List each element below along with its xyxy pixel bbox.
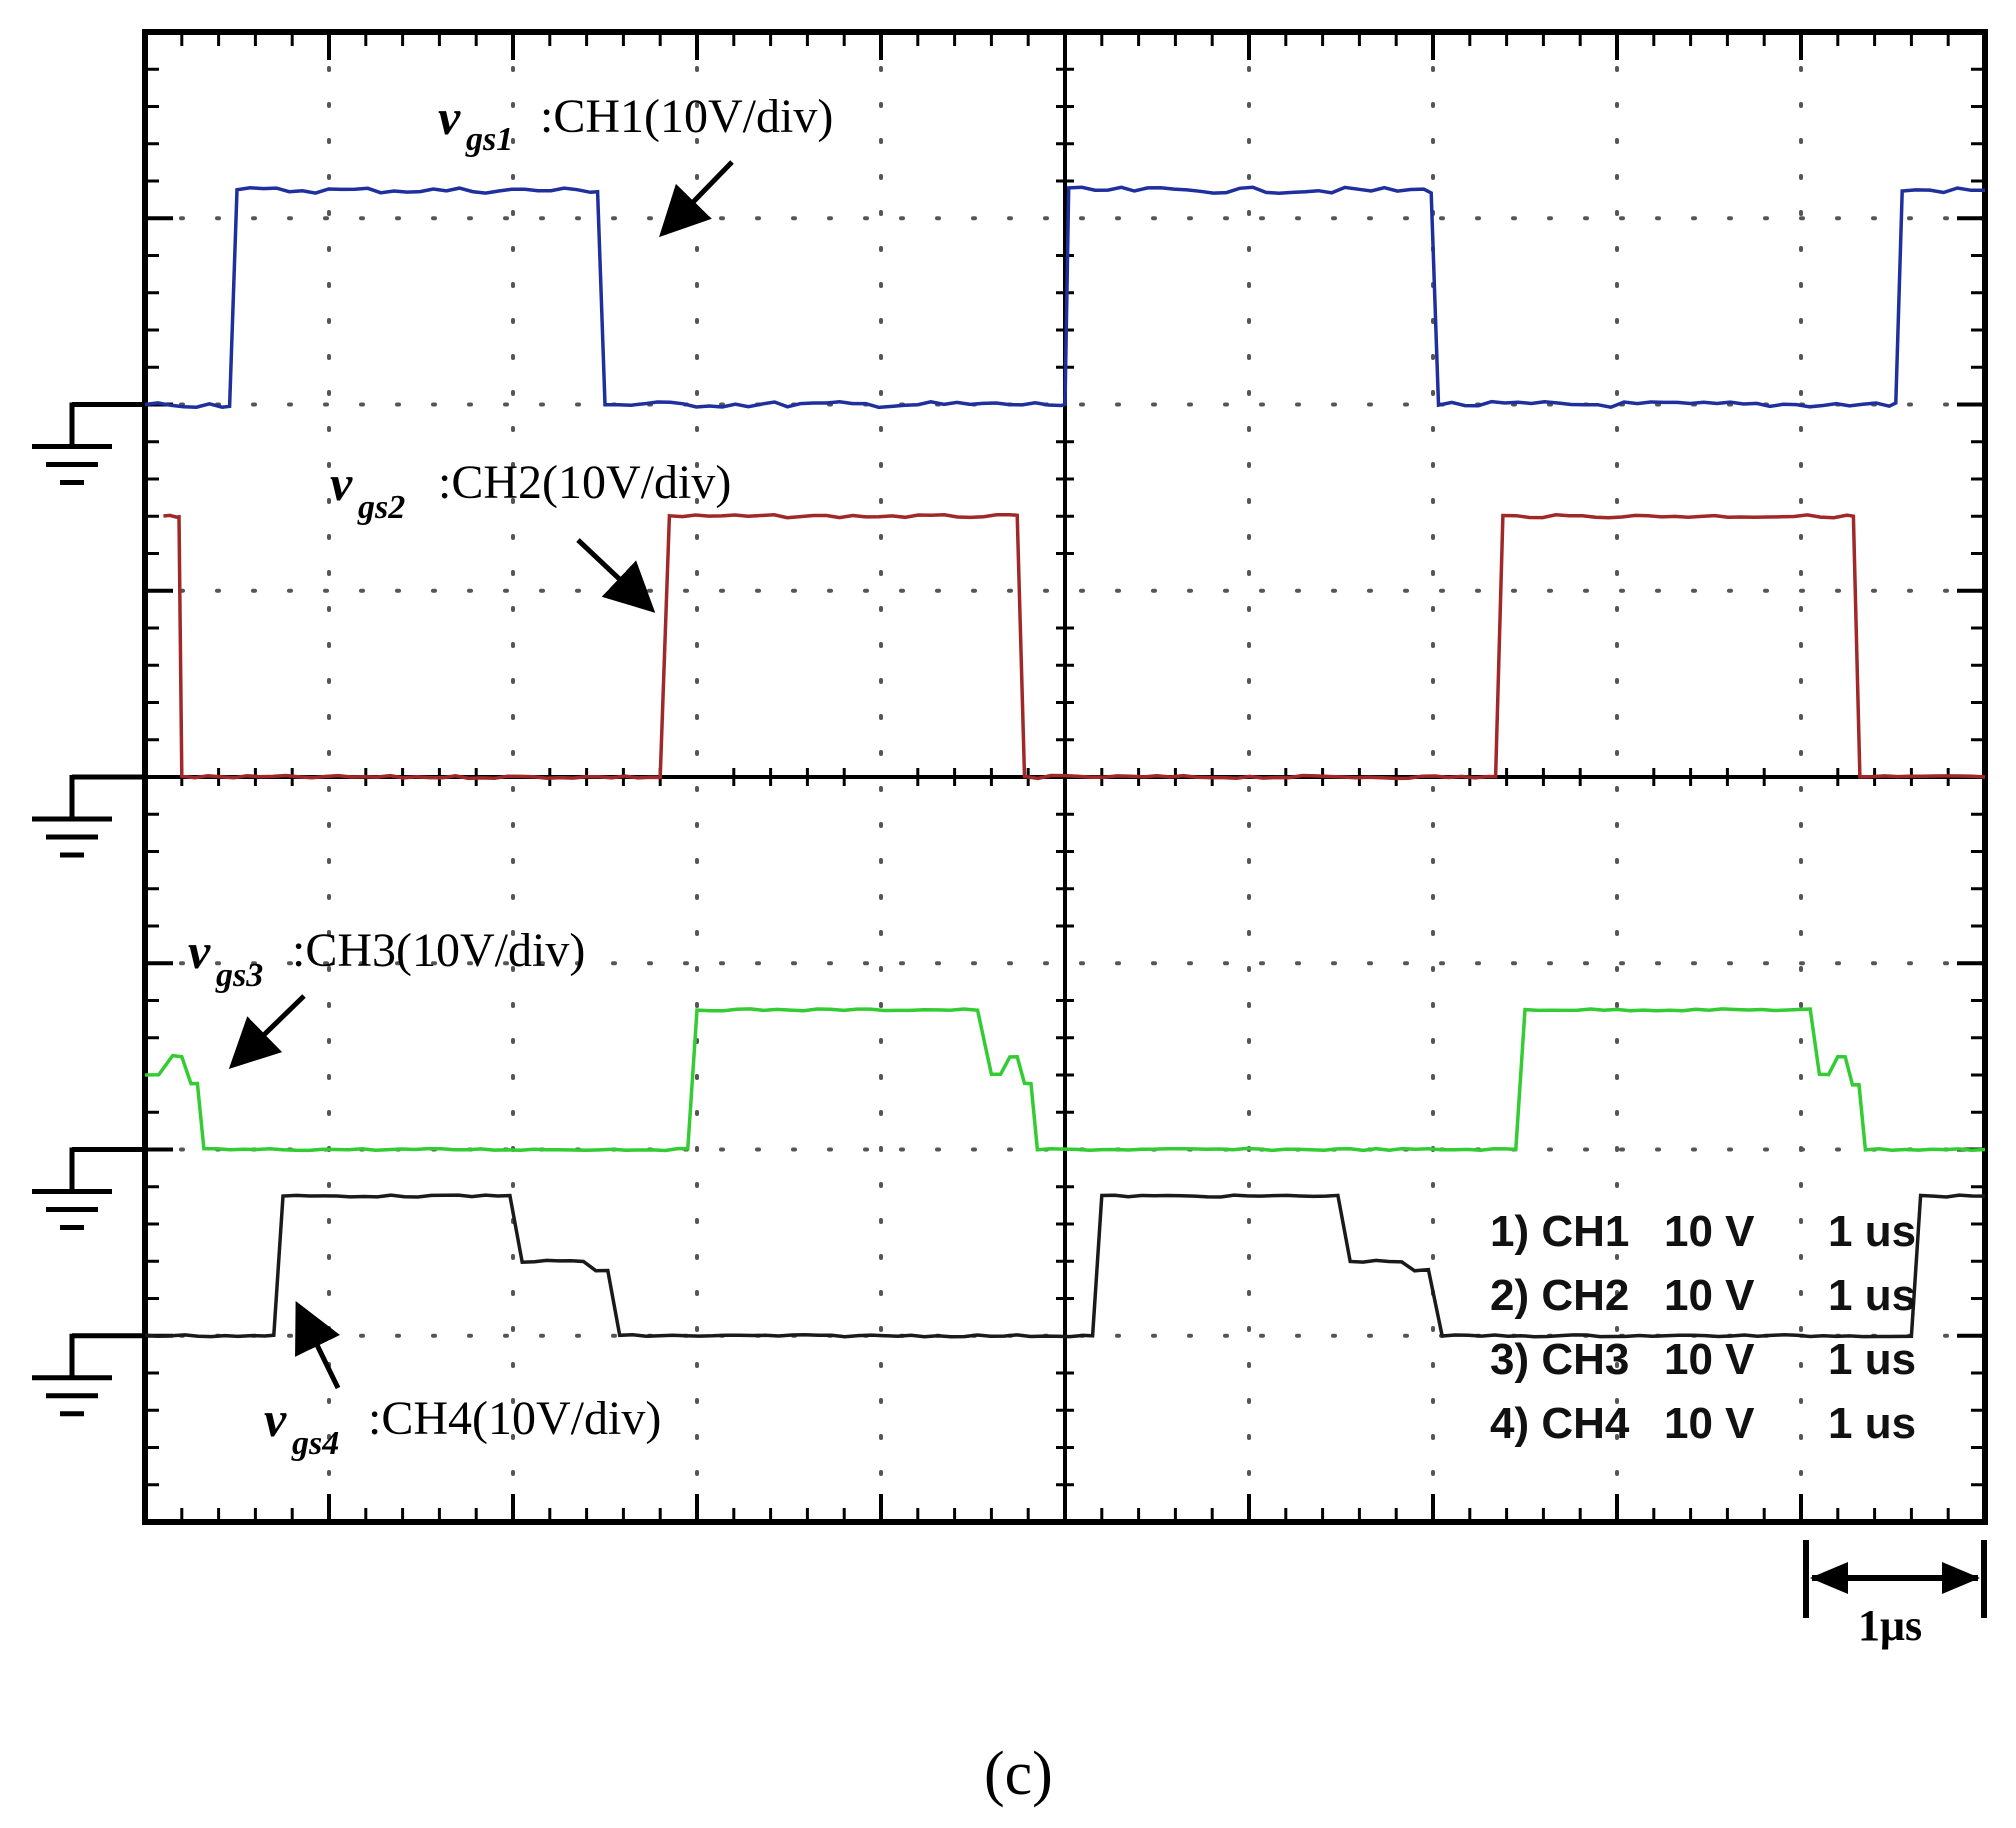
svg-text:4) CH4: 4) CH4	[1490, 1399, 1630, 1448]
ch4-arrow	[295, 1301, 341, 1390]
ground-icon-ch3	[32, 1147, 145, 1230]
ch3-label-sub: gs3	[215, 957, 263, 994]
ch2-label-symbol: v	[330, 455, 353, 511]
ch2-label: v gs2 :CH2(10V/div)	[330, 455, 731, 526]
svg-text:2) CH2: 2) CH2	[1490, 1271, 1629, 1320]
ch1-label-sub: gs1	[465, 121, 513, 158]
svg-text:3) CH3: 3) CH3	[1490, 1335, 1629, 1384]
svg-text:1 us: 1 us	[1828, 1207, 1916, 1256]
ch3-label-text: :CH3(10V/div)	[292, 924, 585, 977]
ch1-label-symbol: v	[438, 89, 461, 145]
ch2-arrow	[576, 538, 656, 613]
ch3-label: v gs3 :CH3(10V/div)	[188, 923, 585, 994]
legend-row: 3) CH3 10 V 1 us	[1490, 1335, 1916, 1384]
ch3-trace	[144, 1007, 1986, 1153]
ch4-label-text: :CH4(10V/div)	[368, 1392, 661, 1445]
ch2-trace	[163, 513, 1986, 781]
ch1-arrow	[659, 160, 734, 238]
svg-text:1 us: 1 us	[1828, 1335, 1916, 1384]
ground-icon-ch2	[32, 774, 145, 858]
svg-text:v: v	[438, 89, 461, 145]
legend-row: 1) CH1 10 V 1 us	[1490, 1207, 1916, 1256]
ch3-arrow	[228, 994, 306, 1069]
time-scale-label: 1μs	[1858, 1601, 1922, 1650]
svg-text:1 us: 1 us	[1828, 1271, 1916, 1320]
ch1-label: v gs1 :CH1(10V/div)	[438, 89, 833, 158]
ch1-label-text: :CH1(10V/div)	[540, 90, 833, 143]
ch4-label-symbol: v	[264, 1391, 287, 1447]
ch4-label-sub: gs4	[291, 1425, 339, 1462]
svg-text:10 V: 10 V	[1664, 1335, 1755, 1384]
svg-text:10 V: 10 V	[1664, 1399, 1755, 1448]
ground-icon-ch4	[32, 1333, 145, 1417]
ch2-label-sub: gs2	[357, 489, 405, 526]
svg-text:10 V: 10 V	[1664, 1207, 1755, 1256]
svg-text:1 us: 1 us	[1828, 1399, 1916, 1448]
legend-row: 2) CH2 10 V 1 us	[1490, 1271, 1916, 1320]
legend: 1) CH1 10 V 1 us 2) CH2 10 V 1 us 3) CH3…	[1490, 1207, 1916, 1448]
ch3-label-symbol: v	[188, 923, 211, 979]
ch1-trace	[144, 185, 1985, 410]
ground-icon-ch1	[32, 402, 145, 485]
figure-caption: (c)	[984, 1740, 1053, 1808]
svg-text:1) CH1: 1) CH1	[1490, 1207, 1629, 1256]
legend-row: 4) CH4 10 V 1 us	[1490, 1399, 1916, 1448]
traces	[144, 185, 1986, 1339]
ch4-trace	[144, 1193, 1986, 1339]
ch2-label-text: :CH2(10V/div)	[438, 456, 731, 509]
ch4-label: v gs4 :CH4(10V/div)	[264, 1391, 661, 1462]
time-scale-bar: 1μs	[1803, 1540, 1987, 1650]
ground-markers	[32, 402, 145, 1417]
svg-text:10 V: 10 V	[1664, 1271, 1755, 1320]
